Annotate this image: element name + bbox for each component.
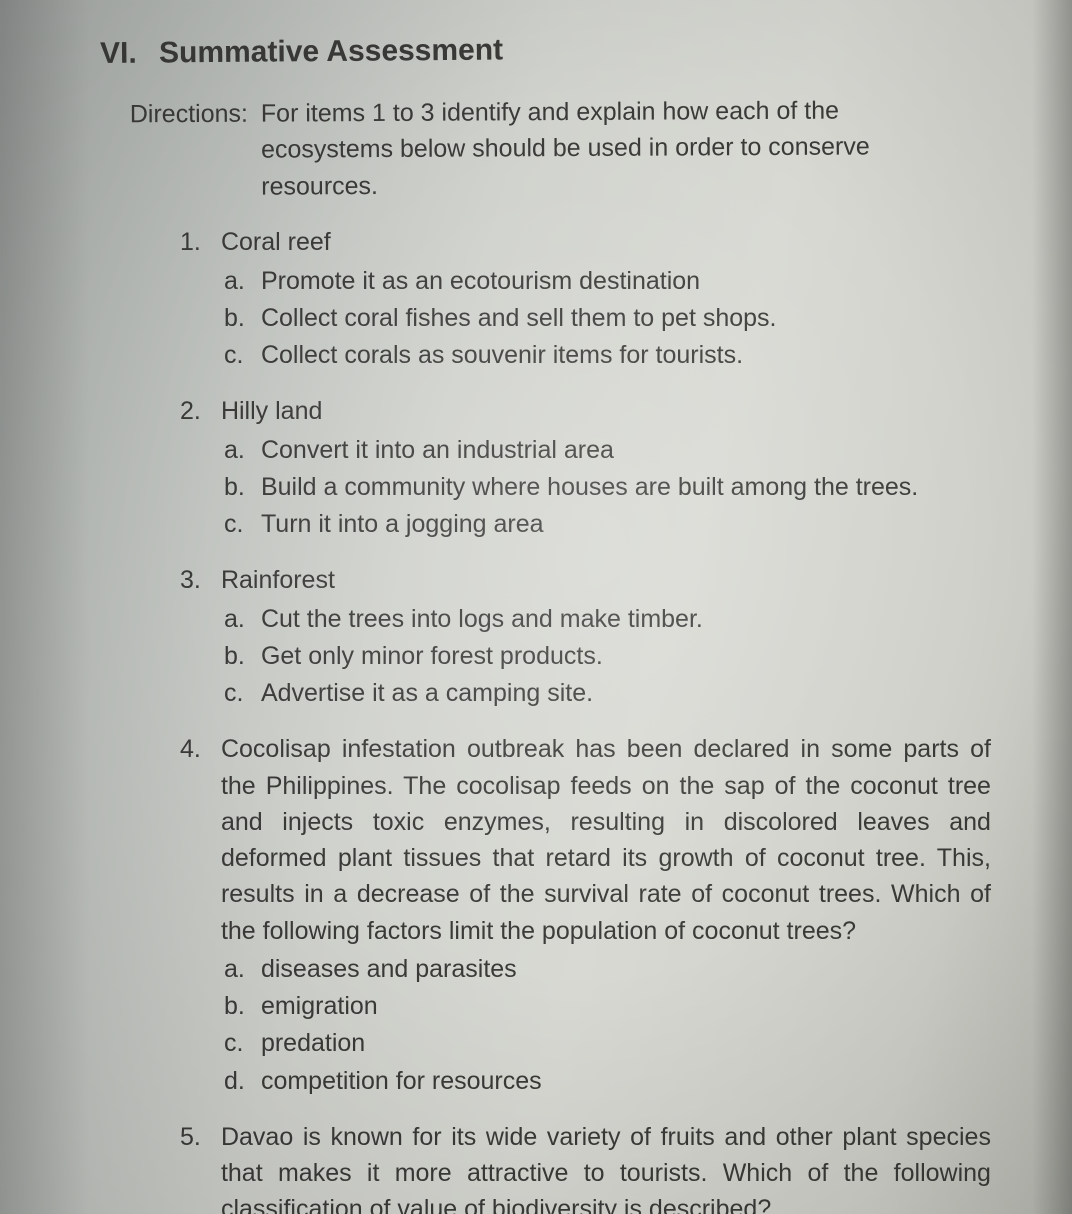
option-letter: b. — [224, 988, 254, 1024]
option-b: b. Collect coral fishes and sell them to… — [224, 300, 1012, 336]
option-text: Collect corals as souvenir items for tou… — [261, 337, 1001, 373]
question-stem: Coral reef — [221, 224, 991, 260]
directions-label: Directions: — [130, 95, 248, 132]
option-letter: b. — [224, 469, 254, 505]
option-letter: a. — [224, 601, 254, 637]
option-letter: a. — [224, 263, 254, 299]
option-a: a. diseases and parasites — [224, 951, 1012, 987]
option-text: Convert it into an industrial area — [261, 432, 1001, 468]
option-letter: c. — [224, 675, 254, 711]
option-text: emigration — [261, 988, 1001, 1024]
option-b: b. Build a community where houses are bu… — [224, 469, 1012, 505]
section-roman: VI. — [100, 32, 137, 76]
option-c: c. Advertise it as a camping site. — [224, 675, 1012, 711]
question-stem: Cocolisap infestation outbreak has been … — [221, 731, 991, 949]
options-list: a. diseases and parasites b. emigration … — [224, 951, 1012, 1099]
options-list: a. Promote it as an ecotourism destinati… — [224, 263, 1012, 374]
option-text: Collect coral fishes and sell them to pe… — [261, 300, 1001, 336]
question-5: 5. Davao is known for its wide variety o… — [180, 1119, 1012, 1214]
option-text: competition for resources — [261, 1063, 1001, 1099]
option-b: b. Get only minor forest products. — [224, 638, 1012, 674]
option-text: predation — [261, 1025, 1001, 1061]
option-a: a. Cut the trees into logs and make timb… — [224, 601, 1012, 637]
question-3: 3. Rainforest a. Cut the trees into logs… — [180, 562, 1012, 711]
option-letter: a. — [224, 432, 254, 468]
option-letter: a. — [224, 951, 254, 987]
option-letter: b. — [224, 300, 254, 336]
option-letter: b. — [224, 638, 254, 674]
question-1: 1. Coral reef a. Promote it as an ecotou… — [180, 224, 1012, 373]
option-letter: d. — [224, 1063, 254, 1099]
question-2: 2. Hilly land a. Convert it into an indu… — [180, 393, 1012, 542]
option-letter: c. — [224, 1025, 254, 1061]
option-text: Build a community where houses are built… — [261, 469, 1001, 505]
options-list: a. Cut the trees into logs and make timb… — [224, 601, 1012, 712]
options-list: a. Convert it into an industrial area b.… — [224, 432, 1012, 543]
question-stem: Rainforest — [221, 562, 991, 598]
option-d: d. competition for resources — [224, 1063, 1012, 1099]
option-letter: c. — [224, 337, 254, 373]
assessment-page: VI. Summative Assessment Directions: For… — [0, 0, 1072, 1214]
option-text: diseases and parasites — [261, 951, 1001, 987]
section-title: Summative Assessment — [159, 33, 503, 69]
option-b: b. emigration — [224, 988, 1012, 1024]
option-a: a. Promote it as an ecotourism destinati… — [224, 263, 1012, 299]
question-number: 3. — [180, 562, 214, 598]
option-text: Advertise it as a camping site. — [261, 675, 1001, 711]
option-text: Get only minor forest products. — [261, 638, 1001, 674]
option-text: Cut the trees into logs and make timber. — [261, 601, 1001, 637]
option-c: c. Collect corals as souvenir items for … — [224, 337, 1012, 373]
directions-block: Directions: For items 1 to 3 identify an… — [130, 91, 1013, 204]
question-stem: Hilly land — [221, 393, 991, 429]
question-number: 1. — [180, 224, 214, 260]
option-letter: c. — [224, 506, 254, 542]
question-4: 4. Cocolisap infestation outbreak has be… — [180, 731, 1012, 1099]
option-c: c. Turn it into a jogging area — [224, 506, 1012, 542]
option-text: Promote it as an ecotourism destination — [261, 263, 1001, 299]
option-text: Turn it into a jogging area — [261, 506, 1001, 542]
question-stem: Davao is known for its wide variety of f… — [221, 1119, 991, 1214]
option-c: c. predation — [224, 1025, 1012, 1061]
option-a: a. Convert it into an industrial area — [224, 432, 1012, 468]
question-number: 4. — [180, 731, 214, 767]
section-header: VI. Summative Assessment — [100, 24, 1012, 75]
question-number: 2. — [180, 393, 214, 429]
directions-text: For items 1 to 3 identify and explain ho… — [261, 92, 942, 204]
question-number: 5. — [180, 1119, 214, 1155]
